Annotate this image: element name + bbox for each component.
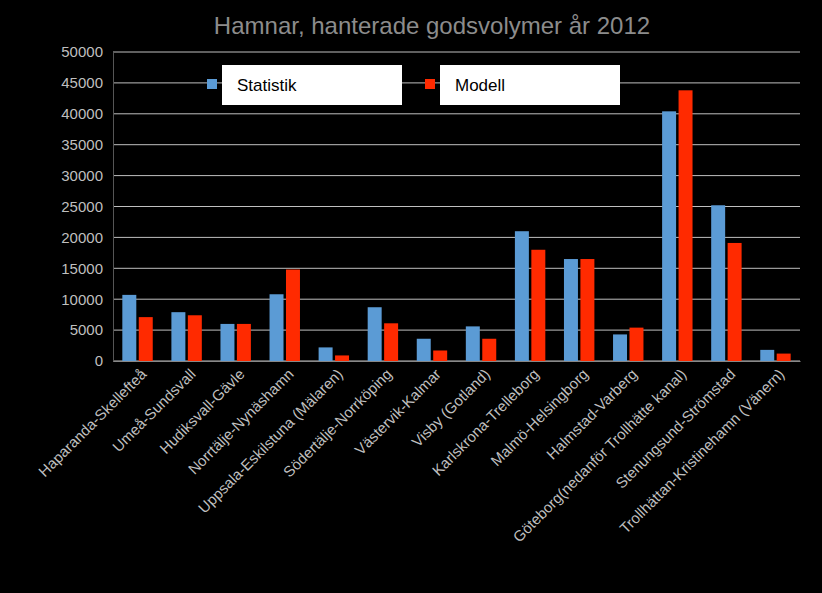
bar	[270, 294, 284, 361]
bar	[580, 259, 594, 361]
bar	[531, 250, 545, 361]
legend-label: Modell	[455, 76, 505, 95]
y-tick: 5000	[70, 321, 113, 338]
bar	[679, 90, 693, 361]
title: Hamnar, hanterade godsvolymer år 2012	[214, 12, 650, 39]
legend-box	[222, 65, 402, 105]
bar	[515, 231, 529, 361]
y-tick: 15000	[61, 260, 113, 277]
y-tick: 0	[95, 352, 113, 369]
bar	[629, 328, 643, 361]
grid-line	[113, 144, 800, 145]
bar	[760, 350, 774, 361]
bar	[319, 347, 333, 361]
y-tick-label: 0	[95, 352, 103, 369]
y-tick: 45000	[61, 74, 113, 91]
bar	[466, 326, 480, 361]
grid	[113, 52, 800, 361]
y-tick-label: 30000	[61, 167, 103, 184]
grid-line	[113, 237, 800, 238]
grid-line	[113, 206, 800, 207]
bar	[711, 205, 725, 361]
grid-line	[113, 330, 800, 331]
bar	[777, 354, 791, 361]
y-tick: 30000	[61, 167, 113, 184]
bar	[662, 111, 676, 361]
x-tick-label: Halmstad-Varberg	[543, 365, 640, 462]
plot: 0 5000 10000 15000 20000 25000 30000 35000 40000…	[35, 43, 801, 545]
x-axis: Haparanda-SkellefteåUmeå-SundsvallHudiks…	[35, 361, 801, 545]
legend-swatch	[425, 79, 435, 89]
bar	[220, 324, 234, 361]
y-tick-label: 25000	[61, 198, 103, 215]
x-tick-label: Göteborg(nedanför Trollhätte kanal)	[509, 365, 689, 545]
bar	[384, 323, 398, 361]
y-tick-label: 20000	[61, 229, 103, 246]
x-tick-label: Västervik-Kalmar	[351, 365, 444, 458]
y-tick: 50000	[61, 43, 113, 60]
bar	[368, 307, 382, 361]
bars	[122, 90, 790, 361]
x-axis-line	[114, 361, 801, 362]
grid-line	[113, 52, 800, 53]
y-tick: 40000	[61, 105, 113, 122]
legend-box	[440, 65, 620, 105]
chart: 0 5000 10000 15000 20000 25000 30000 35000 40000…	[0, 0, 822, 593]
y-tick-label: 40000	[61, 105, 103, 122]
y-tick: 25000	[61, 198, 113, 215]
x-tick: Hudiksvall-Gävle	[156, 361, 248, 457]
y-tick-label: 10000	[61, 291, 103, 308]
legend-swatch	[207, 79, 217, 89]
grid-line	[113, 113, 800, 114]
y-axis-line	[113, 53, 114, 362]
x-tick: Västervik-Kalmar	[351, 361, 444, 458]
x-tick: Halmstad-Varberg	[543, 361, 640, 463]
y-tick-label: 50000	[61, 43, 103, 60]
grid-line	[113, 175, 800, 176]
grid-line	[113, 299, 800, 300]
bar	[564, 259, 578, 361]
y-tick-label: 5000	[70, 321, 103, 338]
y-tick: 20000	[61, 229, 113, 246]
bar	[335, 355, 349, 361]
background	[0, 0, 822, 593]
bar	[139, 317, 153, 361]
bar	[613, 334, 627, 361]
bar	[482, 339, 496, 361]
bar	[728, 243, 742, 361]
y-tick: 10000	[61, 291, 113, 308]
bar	[417, 339, 431, 361]
x-tick-label: Hudiksvall-Gävle	[156, 365, 248, 457]
legend-label: Statistik	[237, 76, 297, 95]
y-tick-label: 35000	[61, 136, 103, 153]
bar	[188, 315, 202, 361]
bar	[433, 350, 447, 361]
x-tick-label: Trollhättan-Kristinehamn (Vänern)	[616, 365, 787, 536]
x-tick: Trollhättan-Kristinehamn (Vänern)	[616, 361, 787, 537]
bar	[237, 324, 251, 361]
grid-line	[113, 268, 800, 269]
bar	[286, 270, 300, 361]
x-tick: Malmö-Helsingborg	[487, 361, 591, 469]
x-tick-label: Umeå-Sundsvall	[109, 365, 199, 455]
grid-line	[113, 361, 800, 362]
x-tick: Umeå-Sundsvall	[109, 361, 199, 455]
y-tick: 35000	[61, 136, 113, 153]
bar	[171, 312, 185, 361]
y-tick-label: 45000	[61, 74, 103, 91]
y-axis: 0 5000 10000 15000 20000 25000 30000 35000 40000…	[61, 43, 113, 369]
y-tick-label: 15000	[61, 260, 103, 277]
legend: Statistik Modell	[207, 65, 620, 105]
bar	[122, 295, 136, 361]
